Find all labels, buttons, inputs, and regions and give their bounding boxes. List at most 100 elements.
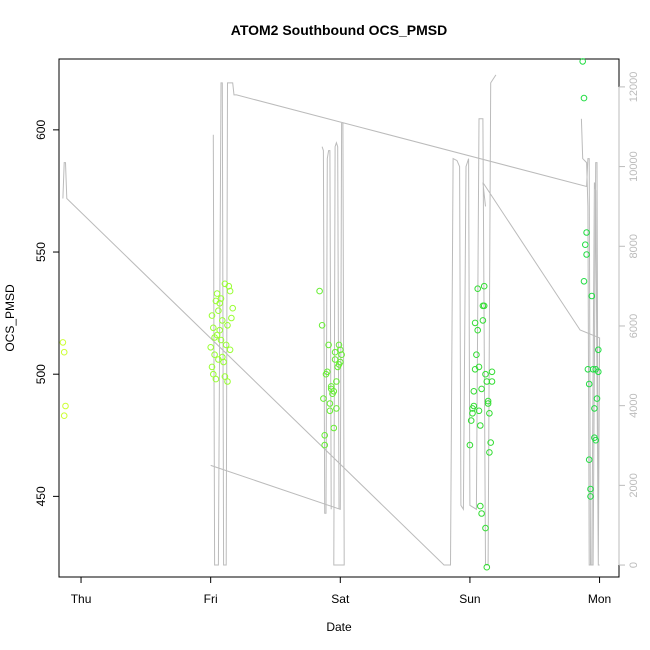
data-point-sat (331, 348, 339, 356)
data-point-mon (583, 229, 590, 236)
data-point-sun (484, 397, 492, 405)
data-point-fri (220, 358, 227, 366)
data-point-sun (478, 510, 485, 517)
data-point-fri (226, 287, 234, 295)
data-point-sun (483, 563, 491, 571)
data-point-mon (580, 94, 588, 102)
data-point-fri (216, 300, 223, 307)
data-point-sun (488, 378, 496, 385)
data-point-mon (595, 346, 602, 354)
y2-tick-label: 0 (628, 562, 640, 568)
data-point-sun (474, 326, 482, 334)
data-point-thu (59, 339, 67, 346)
data-point-sat (318, 322, 326, 329)
data-point-fri (217, 295, 225, 302)
data-point-fri (213, 331, 221, 339)
data-point-fri (213, 290, 221, 297)
y2-tick-label: 2000 (628, 473, 640, 497)
data-point-sun (482, 370, 489, 378)
data-point-sun (469, 410, 476, 417)
data-point-fri (219, 317, 226, 324)
data-point-mon (580, 278, 588, 285)
y-tick-label: 600 (34, 120, 48, 140)
data-point-sat (321, 441, 329, 449)
y-axis-label: OCS_PMSD (3, 284, 17, 352)
data-point-sat (331, 356, 339, 363)
data-point-sun (475, 363, 483, 371)
data-point-sun (466, 441, 474, 449)
data-point-sat (316, 287, 323, 295)
data-point-sat (330, 388, 338, 395)
data-point-mon (592, 366, 600, 373)
data-point-mon (592, 436, 600, 444)
data-point-mon (587, 493, 594, 500)
data-point-fri (212, 375, 220, 383)
y-axis: 450 500 550 600 (34, 120, 60, 506)
y2-tick-label: 6000 (628, 314, 640, 338)
data-point-thu (60, 412, 68, 420)
data-point-sun (482, 524, 489, 532)
data-point-sat (322, 370, 330, 378)
data-point-sun (480, 282, 488, 290)
data-point-fri (210, 324, 217, 332)
data-point-sun (479, 317, 487, 324)
data-point-fri (208, 312, 216, 319)
data-point-fri (215, 356, 222, 363)
data-point-fri (208, 363, 216, 371)
data-point-fri (226, 346, 234, 354)
data-point-fri (221, 373, 229, 380)
data-point-fri (228, 314, 235, 322)
data-point-mon (589, 366, 597, 373)
data-point-fri (224, 322, 231, 329)
data-point-mon (582, 241, 589, 248)
data-point-sat (338, 351, 345, 359)
data-point-mon (585, 380, 593, 388)
data-point-sun (470, 388, 478, 395)
data-point-sun (474, 285, 482, 293)
data-point-mon (579, 58, 587, 65)
data-point-sat (320, 395, 327, 402)
data-point-sun (470, 402, 478, 410)
x-tick-label: Mon (588, 592, 611, 606)
x-tick-label: Fri (204, 592, 218, 606)
data-point-mon (588, 292, 596, 300)
scatter-points-layer (59, 58, 602, 571)
data-point-mon (587, 485, 594, 493)
x-tick-label: Thu (71, 592, 92, 606)
data-point-sat (321, 432, 329, 439)
data-point-mon (591, 405, 598, 412)
data-point-sat (326, 400, 334, 407)
data-point-sat (330, 424, 338, 432)
data-point-sun (477, 502, 484, 510)
data-point-sun (487, 439, 495, 446)
y2-tick-label: 8000 (628, 234, 640, 258)
data-point-fri (215, 307, 222, 315)
data-point-fri (222, 341, 230, 349)
data-point-sun (478, 385, 485, 393)
data-point-sat (335, 361, 343, 368)
data-point-sat (326, 407, 334, 415)
data-point-sat (325, 341, 332, 349)
data-point-fri (224, 378, 231, 385)
data-point-sat (333, 405, 340, 412)
x-tick-label: Sat (331, 592, 350, 606)
y-tick-label: 450 (34, 486, 48, 506)
data-point-thu (60, 348, 68, 356)
data-point-mon (583, 251, 590, 258)
x-axis-label: Date (326, 620, 352, 634)
data-point-mon (585, 456, 593, 464)
data-point-fri (216, 326, 223, 334)
data-point-fri (229, 304, 236, 312)
chart-title: ATOM2 Southbound OCS_PMSD (231, 22, 447, 38)
data-point-sun (486, 410, 493, 417)
x-tick-label: Sun (459, 592, 480, 606)
y2-axis: 0 2000 4000 6000 8000 10000 12000 (618, 72, 640, 568)
secondary-line (62, 74, 601, 566)
data-point-sun (488, 368, 496, 376)
data-point-sun (479, 302, 487, 310)
data-point-sun (467, 417, 475, 424)
data-point-sat (327, 383, 335, 390)
data-point-fri (207, 344, 214, 351)
data-point-sun (484, 400, 492, 407)
